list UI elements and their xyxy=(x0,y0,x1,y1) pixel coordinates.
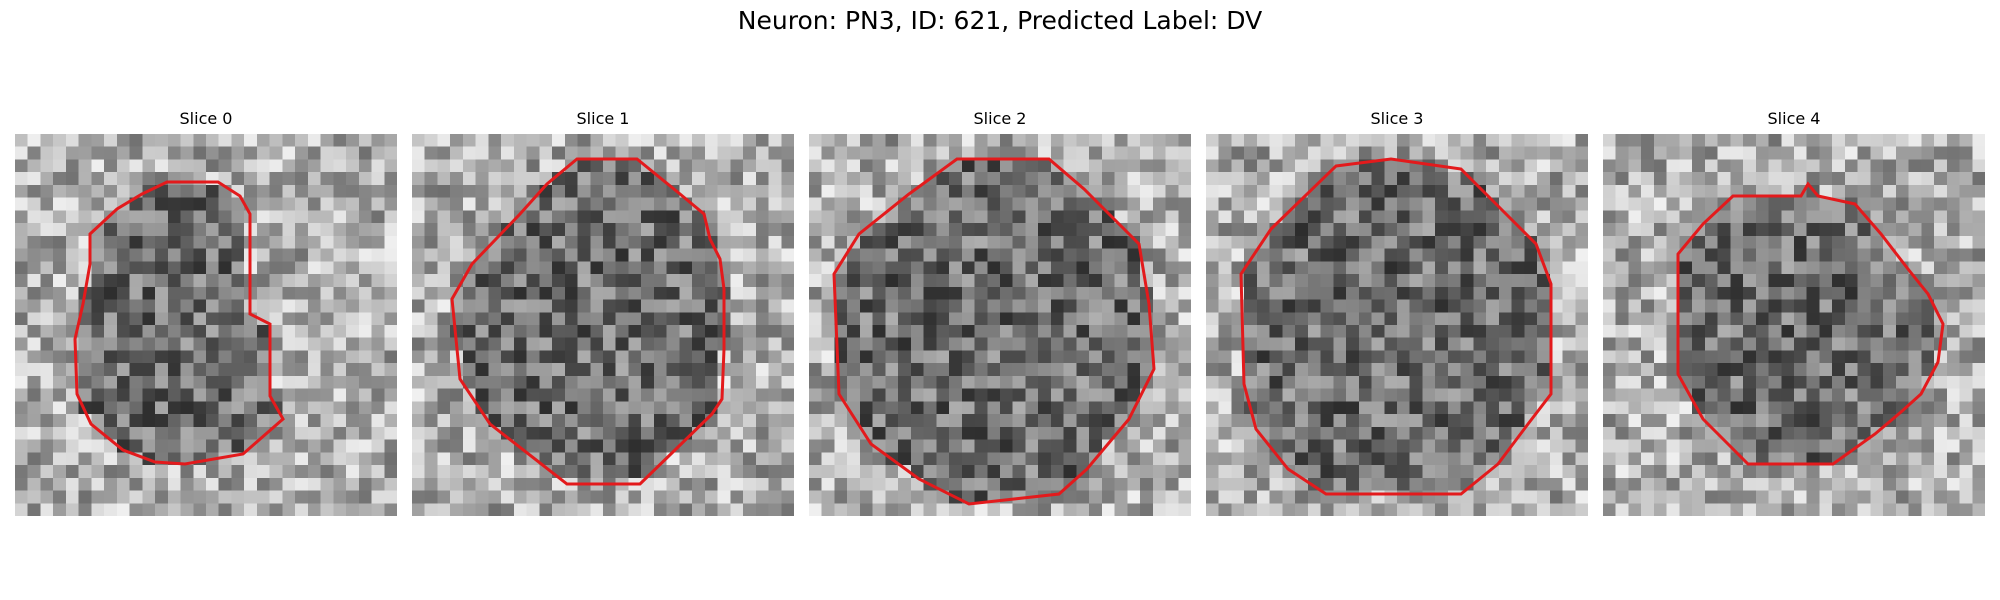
slice-2-title: Slice 2 xyxy=(973,109,1027,128)
slice-3-image xyxy=(1206,134,1588,516)
slice-0-panel xyxy=(15,134,397,516)
figure-title: Neuron: PN3, ID: 621, Predicted Label: D… xyxy=(737,6,1263,35)
slice-2-panel xyxy=(809,134,1191,516)
slice-1-panel xyxy=(412,134,794,516)
slice-3-title: Slice 3 xyxy=(1370,109,1424,128)
slice-0-outline xyxy=(73,180,285,466)
slice-3-outline xyxy=(1239,157,1553,496)
slice-0-title: Slice 0 xyxy=(179,109,233,128)
slice-4-image xyxy=(1603,134,1985,516)
slice-2-image xyxy=(809,134,1191,516)
slice-2-outline xyxy=(832,157,1156,506)
slice-4-panel xyxy=(1603,134,1985,516)
slice-1-title: Slice 1 xyxy=(576,109,630,128)
slice-3-panel xyxy=(1206,134,1588,516)
slice-4-title: Slice 4 xyxy=(1767,109,1821,128)
slice-1-image xyxy=(412,134,794,516)
slice-1-outline xyxy=(450,157,726,486)
slice-4-outline xyxy=(1676,181,1945,466)
